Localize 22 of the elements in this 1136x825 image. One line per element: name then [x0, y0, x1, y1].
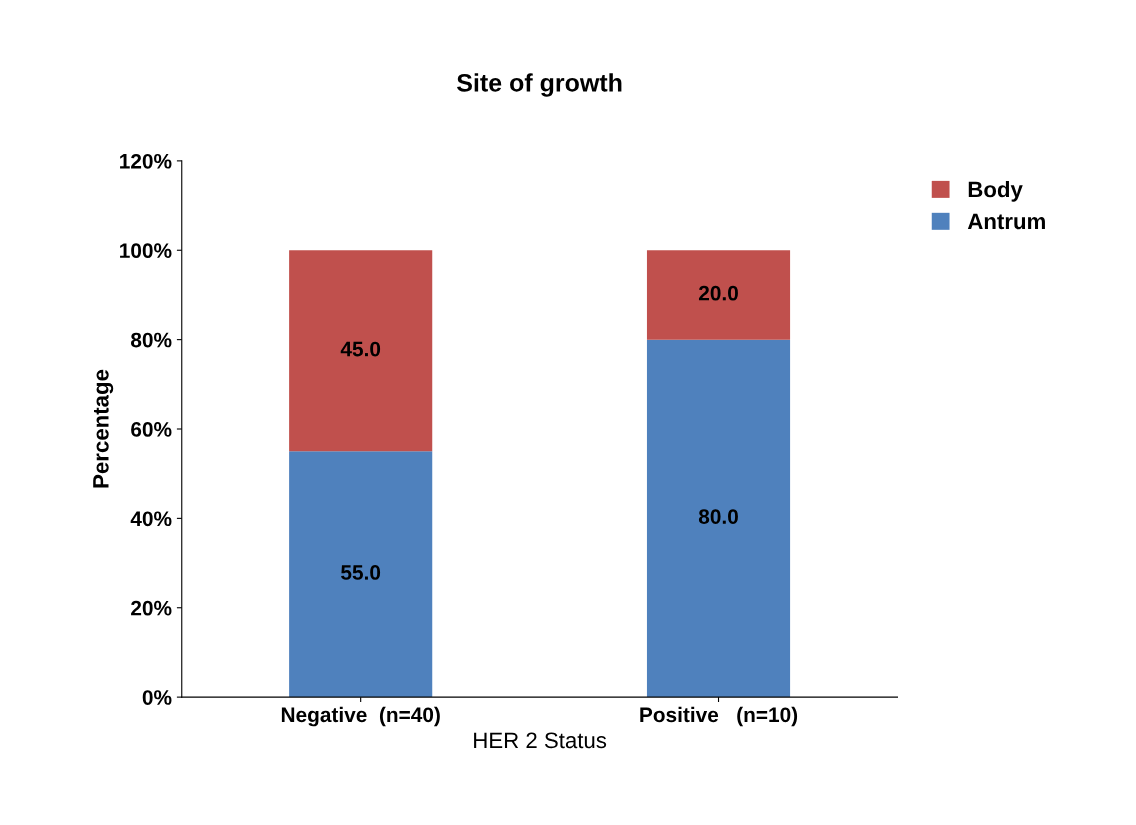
- y-tick-label: 40%: [130, 511, 172, 527]
- data-label: 20.0: [698, 285, 738, 301]
- data-label: 45.0: [340, 341, 381, 357]
- bar: [646, 339, 791, 698]
- x-axis-title: HER 2 Status: [474, 732, 607, 749]
- y-tick-label: 60%: [131, 422, 172, 437]
- data-label: 80.0: [698, 509, 738, 524]
- legend-label: Antrum: [967, 213, 1045, 230]
- x-tick-label: Negative (n=40): [281, 706, 440, 727]
- chart-title: Site of growth: [457, 73, 622, 97]
- data-label: 55.0: [341, 565, 381, 580]
- x-tick-label: Positive (n=10): [640, 706, 798, 727]
- legend-label: Body: [968, 180, 1023, 202]
- bar: [646, 250, 791, 340]
- y-tick-label: 0%: [142, 690, 172, 705]
- y-tick-label: 80%: [131, 332, 172, 348]
- y-tick-label: 100%: [120, 243, 172, 258]
- bar: [289, 250, 433, 452]
- y-tick-label: 20%: [131, 600, 172, 616]
- y-axis-title: Percentage: [93, 369, 114, 488]
- bar: [289, 451, 433, 698]
- y-tick-label: 120%: [120, 153, 172, 169]
